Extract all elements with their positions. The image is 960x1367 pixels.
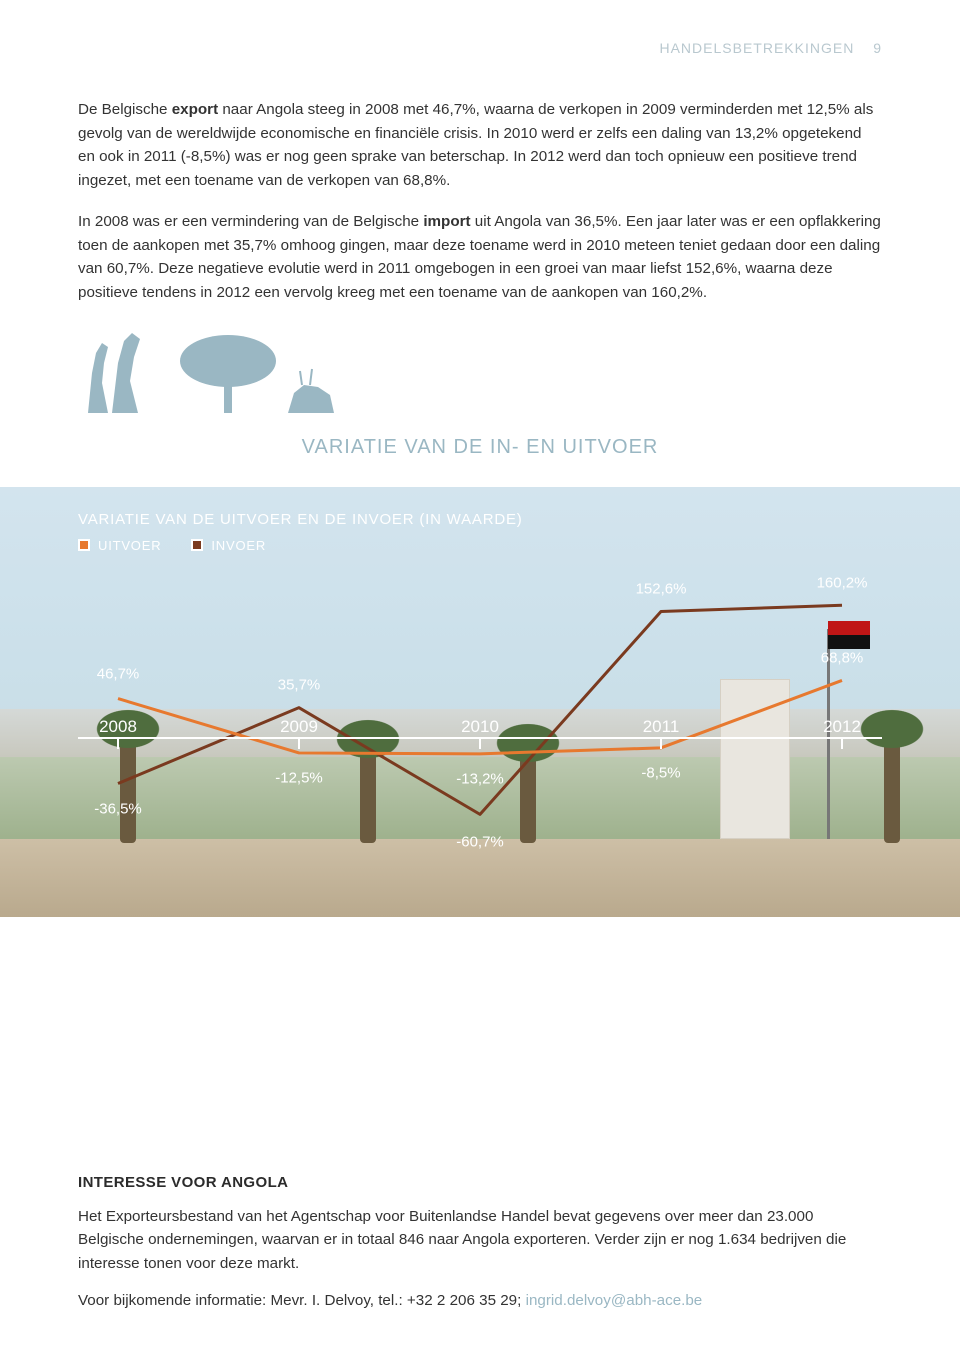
axis-tick (841, 739, 843, 749)
chart-subtitle: VARIATIE VAN DE UITVOER EN DE INVOER (IN… (78, 511, 882, 528)
invoer-value-label: 160,2% (817, 574, 868, 591)
axis-tick (660, 739, 662, 749)
silhouette-decoration (78, 323, 882, 418)
year-label: 2009 (280, 717, 318, 737)
invoer-value-label: -36,5% (94, 801, 142, 818)
year-label: 2010 (461, 717, 499, 737)
p1-bold: export (172, 101, 218, 118)
paragraph-2: In 2008 was er een vermindering van de B… (78, 210, 882, 304)
legend-swatch-uitvoer (78, 539, 90, 551)
contact-email-link[interactable]: ingrid.delvoy@abh-ace.be (526, 1292, 703, 1309)
section-name: HANDELSBETREKKINGEN (659, 40, 854, 56)
uitvoer-value-label: -13,2% (456, 771, 504, 788)
year-label: 2008 (99, 717, 137, 737)
invoer-value-label: -60,7% (456, 833, 504, 850)
legend-swatch-invoer (191, 539, 203, 551)
footer-paragraph-2: Voor bijkomende informatie: Mevr. I. Del… (78, 1289, 882, 1313)
uitvoer-value-label: 68,8% (821, 649, 864, 666)
chart-lines (78, 579, 882, 849)
footer-section: INTERESSE VOOR ANGOLA Het Exporteursbest… (78, 1174, 882, 1327)
axis-tick (479, 739, 481, 749)
footer-p2-text: Voor bijkomende informatie: Mevr. I. Del… (78, 1292, 526, 1309)
footer-heading: INTERESSE VOOR ANGOLA (78, 1174, 882, 1191)
chart-plot: 2008 2009 2010 2011 2012 46,7% -12,5% -13,2% -8,… (78, 579, 882, 849)
axis-tick (298, 739, 300, 749)
legend-uitvoer: UITVOER (78, 538, 161, 553)
year-label: 2012 (823, 717, 861, 737)
uitvoer-value-label: -8,5% (641, 765, 680, 782)
uitvoer-value-label: 46,7% (97, 666, 140, 683)
chart-title: VARIATIE VAN DE IN- EN UITVOER (78, 436, 882, 459)
page-header: HANDELSBETREKKINGEN 9 (78, 40, 882, 56)
paragraph-1: De Belgische export naar Angola steeg in… (78, 98, 882, 192)
footer-paragraph-1: Het Exporteursbestand van het Agentschap… (78, 1205, 882, 1276)
uitvoer-value-label: -12,5% (275, 770, 323, 787)
legend-invoer: INVOER (191, 538, 266, 553)
legend-label-invoer: INVOER (211, 538, 266, 553)
body-text: De Belgische export naar Angola steeg in… (78, 98, 882, 305)
invoer-value-label: 35,7% (278, 677, 321, 694)
p2-bold: import (423, 213, 470, 230)
year-label: 2011 (643, 717, 680, 737)
page-number: 9 (873, 40, 882, 56)
p2-part-a: In 2008 was er een vermindering van de B… (78, 213, 423, 230)
chart-legend: UITVOER INVOER (78, 538, 882, 553)
chart-container: VARIATIE VAN DE UITVOER EN DE INVOER (IN… (0, 487, 960, 917)
p1-part-a: De Belgische (78, 101, 172, 118)
invoer-value-label: 152,6% (636, 581, 687, 598)
legend-label-uitvoer: UITVOER (98, 538, 161, 553)
axis-tick (117, 739, 119, 749)
